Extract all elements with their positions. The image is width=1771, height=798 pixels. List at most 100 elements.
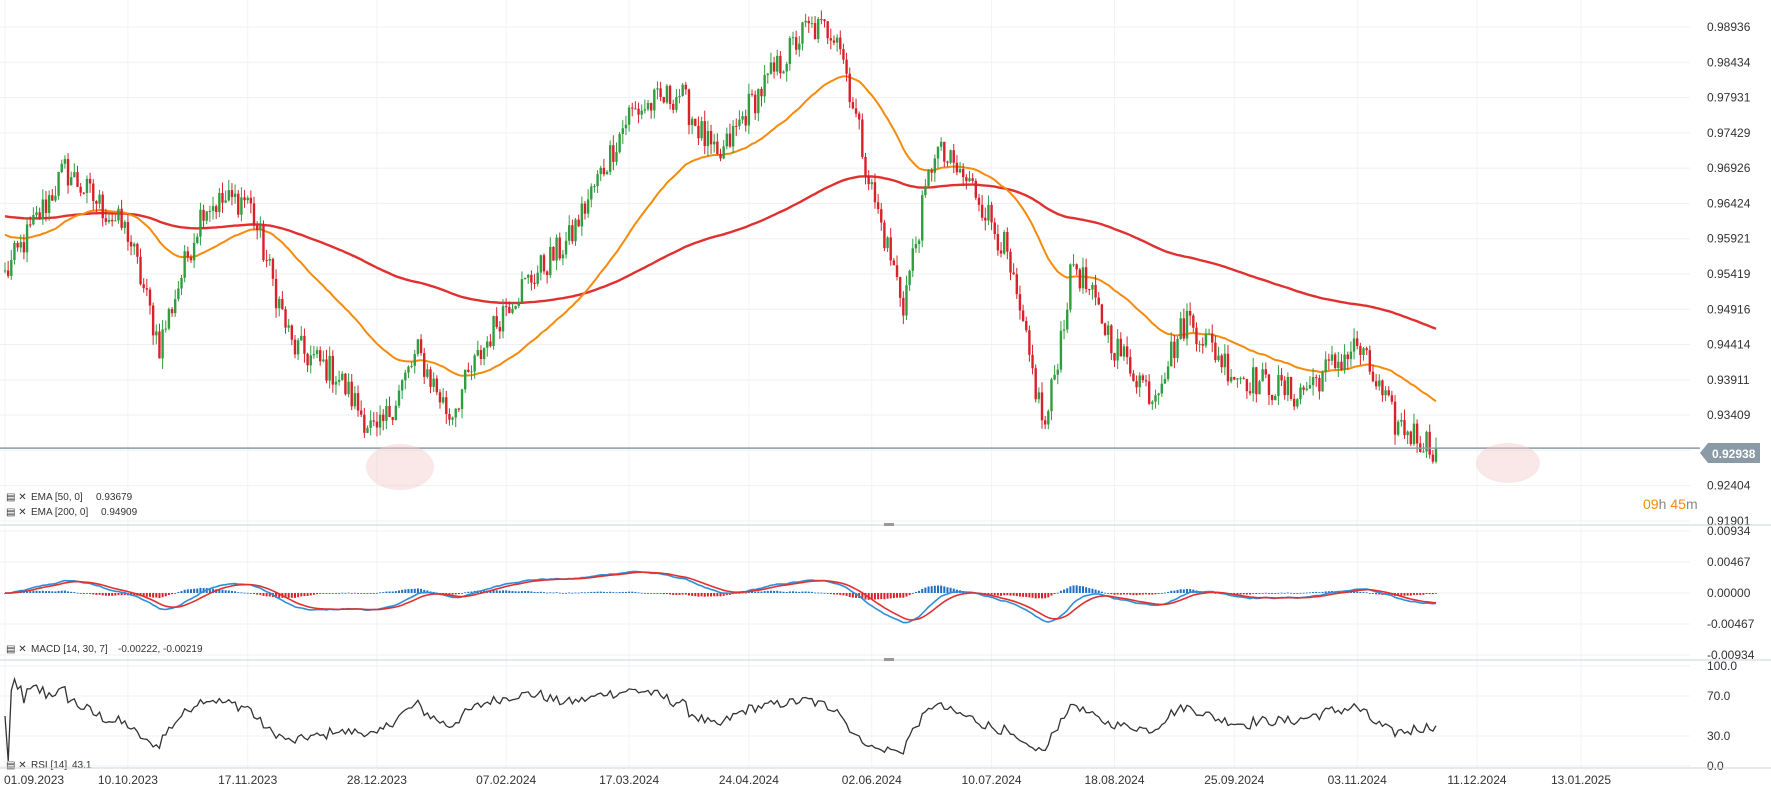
macd-histogram-bar (870, 593, 873, 600)
candle-body (583, 203, 587, 214)
candle-body (287, 325, 290, 328)
candle-body (101, 194, 104, 219)
candle-body (511, 308, 514, 313)
macd-histogram-bar (278, 593, 281, 598)
candle-body (668, 85, 672, 104)
macd-histogram-bar (1431, 593, 1434, 595)
price-y-tick-label: 0.95921 (1707, 232, 1751, 246)
legend-rsi-icons[interactable]: ▤ ✕ (6, 760, 27, 771)
legend-macd-icons[interactable]: ▤ ✕ (6, 644, 27, 655)
macd-histogram-bar (114, 593, 117, 596)
macd-histogram-bar (580, 592, 583, 594)
candle-body (1431, 454, 1435, 462)
macd-histogram-bar (1059, 590, 1062, 593)
candle-body (536, 272, 539, 284)
legend-macd-values: -0.00222, -0.00219 (118, 644, 203, 655)
candle-body (1192, 315, 1195, 328)
candle-body (214, 206, 218, 212)
candle-body (1296, 399, 1299, 407)
macd-histogram-bar (873, 593, 876, 600)
macd-histogram-bar (183, 589, 186, 593)
macd-panel[interactable]: 0.00934 0.00467 0.00000 -0.00467 -0.00934 ▤ … (0, 524, 1755, 662)
macd-histogram-bar (174, 593, 177, 594)
candle-body (1233, 377, 1236, 380)
macd-histogram-bar (164, 593, 167, 597)
rsi-panel[interactable]: 100.0 70.0 30.0 0.0 ▤ ✕ RSI [14] 43.1 (0, 659, 1737, 773)
panel-resize-handle-1[interactable] (884, 523, 894, 526)
macd-histogram-bar (851, 593, 854, 598)
candle-body (167, 309, 171, 329)
candle-body (63, 159, 67, 164)
macd-histogram-bar (152, 593, 155, 598)
macd-histogram-bar (1056, 592, 1059, 594)
macd-histogram-bar (498, 590, 501, 593)
macd-histogram-bar (1081, 586, 1084, 593)
candle-body (892, 260, 896, 266)
candle-body (662, 96, 665, 103)
macd-histogram-bar (930, 586, 933, 593)
candle-body (1428, 431, 1431, 455)
macd-histogram-bar (1167, 591, 1170, 593)
candle-body (1274, 395, 1277, 401)
candle-body (1094, 284, 1097, 298)
candle-body (344, 373, 347, 395)
candle-body (823, 19, 826, 22)
macd-histogram-bar (98, 593, 101, 595)
macd-histogram-bar (344, 592, 347, 594)
candle-body (1371, 371, 1375, 382)
macd-histogram-bar (338, 593, 341, 594)
macd-histogram-bar (864, 593, 867, 600)
candle-body (889, 237, 892, 261)
candle-body (196, 236, 199, 244)
countdown-minutes: 45 (1670, 496, 1686, 512)
macd-histogram-bar (1264, 592, 1267, 594)
candle-body (290, 325, 294, 340)
macd-histogram-bar (1412, 593, 1415, 595)
macd-histogram-bar (303, 593, 306, 597)
legend-ema-200-icons[interactable]: ▤ ✕ (6, 507, 27, 518)
macd-histogram-bar (826, 593, 829, 594)
candle-body (1412, 423, 1416, 445)
candle-body (955, 162, 959, 173)
legend-ema-50-icons[interactable]: ▤ ✕ (6, 492, 27, 503)
macd-histogram-bar (275, 593, 278, 598)
candle-body (6, 270, 10, 276)
candle-body (1368, 350, 1372, 372)
candle-body (917, 240, 921, 245)
x-tick-label: 13.01.2025 (1551, 773, 1611, 787)
countdown-timer: 09h 45m (1643, 496, 1698, 512)
macd-histogram-bar (1186, 588, 1188, 593)
legend-rsi[interactable]: ▤ ✕ RSI [14] 43.1 (6, 760, 92, 771)
candle-body (1381, 380, 1384, 396)
price-panel[interactable]: 0.98936 0.98434 0.97931 0.97429 0.96926 0.964… (0, 0, 1760, 768)
candle-body (1277, 375, 1280, 396)
macd-histogram-bar (659, 593, 662, 594)
candle-body (1349, 351, 1353, 360)
candle-body (467, 369, 470, 372)
macd-histogram-bar (293, 593, 296, 598)
macd-histogram-bar (577, 592, 580, 594)
price-grid (0, 0, 1690, 768)
candle-body (202, 209, 205, 221)
candle-body (454, 408, 457, 418)
candle-body (1255, 367, 1258, 395)
legend-ema-200[interactable]: ▤ ✕ EMA [200, 0] 0.94909 (6, 507, 138, 518)
macd-histogram-bar (457, 593, 460, 595)
candle-body (1321, 371, 1324, 392)
legend-ema-50[interactable]: ▤ ✕ EMA [50, 0] 0.93679 (6, 492, 133, 503)
macd-histogram-bar (987, 593, 990, 595)
macd-histogram-bar (1078, 586, 1081, 593)
macd-histogram-bar (546, 592, 549, 594)
panel-resize-handle-2[interactable] (884, 658, 894, 661)
candle-body (432, 378, 435, 387)
macd-histogram-bar (530, 591, 533, 593)
candle-body (1346, 354, 1349, 360)
legend-macd[interactable]: ▤ ✕ MACD [14, 30, 7] -0.00222, -0.00219 (6, 644, 203, 655)
candle-body (949, 150, 952, 163)
candle-body (615, 152, 618, 162)
candle-body (246, 197, 249, 201)
macd-histogram-bar (1280, 592, 1283, 594)
candle-body (1286, 376, 1290, 396)
candle-body (69, 177, 73, 186)
